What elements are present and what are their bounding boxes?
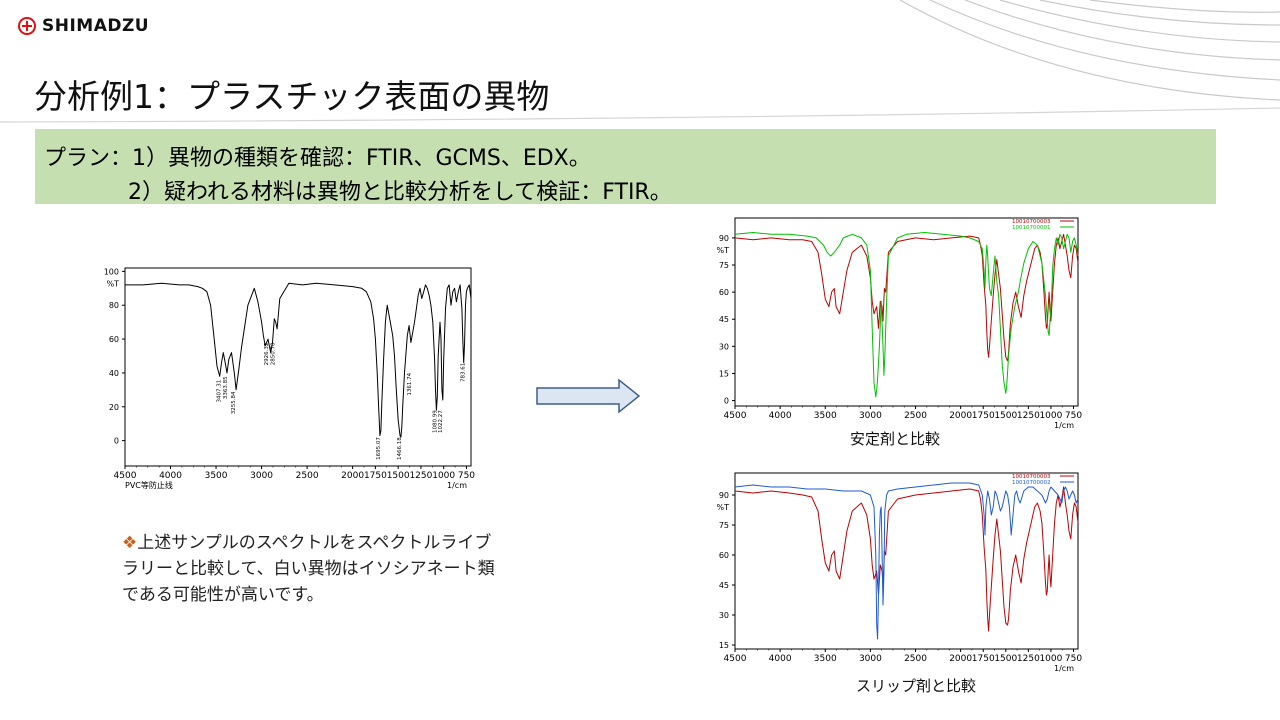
y-tick-label: 75 (719, 261, 729, 270)
legend-entry: 10010700003 (1012, 219, 1051, 225)
x-tick-label: 1750 (364, 471, 387, 481)
x-tick-label: 1500 (994, 654, 1017, 664)
y-axis-label: %T (717, 246, 730, 255)
peak-label: 3255.84 (231, 391, 237, 414)
y-tick-label: 80 (109, 301, 119, 310)
y-tick-label: 60 (719, 288, 729, 297)
spectrum-line-1 (734, 233, 1079, 362)
x-tick-label: 1750 (972, 411, 995, 421)
x-tick-label: 2000 (949, 411, 972, 421)
slip-comparison-chart: 4500 4000 3500 3000 2500 2000 1750 1500 1250 1000… (717, 472, 1082, 673)
legend-entry: 10010700002 (1012, 480, 1051, 486)
peak-label: 783.61 (461, 363, 467, 382)
chart-footer: PVC等防止线 (125, 480, 173, 490)
x-tick-label: 3000 (859, 654, 882, 664)
x-axis-label: 1/cm (1054, 664, 1074, 673)
x-tick-label: 1250 (1017, 654, 1040, 664)
y-tick-label: 0 (724, 397, 729, 406)
logo-text: SHIMADZU (42, 16, 150, 36)
x-tick-label: 2500 (296, 471, 319, 481)
y-axis-label: %T (717, 503, 730, 512)
right-arrow-icon (536, 378, 641, 414)
y-tick-label: 100 (104, 267, 119, 276)
y-tick-label: 45 (719, 581, 729, 590)
x-tick-label: 1500 (994, 411, 1017, 421)
plot-frame (124, 267, 472, 467)
y-axis-label: %T (107, 279, 120, 288)
y-tick-label: 15 (719, 641, 729, 650)
x-tick-label: 750 (1065, 654, 1082, 664)
x-tick-label: 3500 (205, 471, 228, 481)
y-tick-label: 30 (719, 611, 729, 620)
peak-label: 1695.07 (376, 437, 382, 460)
y-tick-label: 20 (109, 403, 119, 412)
conclusion-note: ❖上述サンプルのスペクトルをスペクトルライブラリーと比較して、白い異物はイソシア… (122, 530, 502, 608)
x-tick-label: 1000 (1039, 654, 1062, 664)
x-tick-label: 1000 (1039, 411, 1062, 421)
y-tick-label: 90 (719, 234, 729, 243)
x-tick-label: 3500 (814, 411, 837, 421)
x-tick-label: 3500 (814, 654, 837, 664)
plan-line-1: プラン：1）異物の種類を確認：FTIR、GCMS、EDX。 (44, 146, 591, 171)
plan-line-2: 2）疑われる材料は異物と比較分析をして検証：FTIR。 (128, 180, 672, 205)
x-tick-label: 4500 (724, 654, 747, 664)
slip-caption: スリップ剤と比較 (856, 677, 977, 695)
x-tick-label: 4000 (769, 411, 792, 421)
x-axis-label: 1/cm (1054, 421, 1074, 430)
x-tick-label: 1250 (409, 471, 432, 481)
y-tick-label: 75 (719, 521, 729, 530)
x-tick-label: 4500 (724, 411, 747, 421)
x-tick-label: 1500 (387, 471, 410, 481)
peak-label: 3407.31 (217, 380, 223, 403)
x-tick-label: 3000 (859, 411, 882, 421)
shimadzu-logo: SHIMADZU (18, 16, 149, 36)
x-tick-label: 1000 (432, 471, 455, 481)
x-tick-label: 2000 (341, 471, 364, 481)
spectrum-line-1 (125, 282, 472, 438)
x-tick-label: 4000 (769, 654, 792, 664)
y-tick-label: 60 (109, 335, 119, 344)
y-tick-label: 15 (719, 369, 729, 378)
y-tick-label: 60 (719, 551, 729, 560)
plot-frame (734, 472, 1079, 650)
spectrum-line-1 (734, 486, 1079, 632)
peak-label: 1361.74 (407, 372, 413, 395)
x-tick-label: 3000 (250, 471, 273, 481)
peak-label: 2850.70 (270, 342, 276, 365)
x-axis-label: 1/cm (447, 481, 467, 490)
x-tick-label: 4000 (159, 471, 182, 481)
sample-spectrum-chart: 4500 4000 3500 3000 2500 2000 1750 1500 1250 1000… (104, 267, 476, 490)
header-swoosh-decoration (0, 0, 1280, 123)
peak-label: 1022.27 (438, 410, 444, 433)
page-title: 分析例1：プラスチック表面の異物 (34, 77, 550, 116)
x-tick-label: 2000 (949, 654, 972, 664)
y-tick-label: 30 (719, 342, 729, 351)
stabilizer-caption: 安定剤と比較 (850, 430, 941, 448)
conclusion-text: 上述サンプルのスペクトルをスペクトルライブラリーと比較して、白い異物はイソシアネ… (122, 533, 495, 605)
peak-label: 1466.18 (397, 437, 403, 460)
y-tick-label: 45 (719, 315, 729, 324)
peak-label: 3363.85 (223, 376, 229, 399)
x-tick-label: 1250 (1017, 411, 1040, 421)
x-tick-label: 1750 (972, 654, 995, 664)
x-tick-label: 750 (1065, 411, 1082, 421)
plan-box (35, 129, 1216, 204)
peak-label: 2926.32 (264, 343, 270, 366)
stabilizer-comparison-chart: 4500 4000 3500 3000 2500 2000 1750 1500 1250 1000… (717, 217, 1082, 430)
x-tick-label: 750 (458, 471, 475, 481)
shimadzu-logo-icon (18, 17, 36, 35)
spectrum-line-2 (734, 232, 1079, 398)
plot-frame (734, 217, 1079, 407)
diamond-bullet-icon: ❖ (122, 533, 138, 553)
y-tick-label: 90 (719, 491, 729, 500)
x-tick-label: 2500 (904, 411, 927, 421)
y-tick-label: 0 (114, 437, 119, 446)
legend-entry: 10010700001 (1012, 225, 1051, 231)
x-tick-label: 4500 (114, 471, 137, 481)
legend-entry: 10010700003 (1012, 474, 1051, 480)
x-tick-label: 2500 (904, 654, 927, 664)
peak-label: 1080.99 (432, 410, 438, 433)
y-tick-label: 40 (109, 369, 119, 378)
spectrum-line-2 (734, 482, 1079, 640)
